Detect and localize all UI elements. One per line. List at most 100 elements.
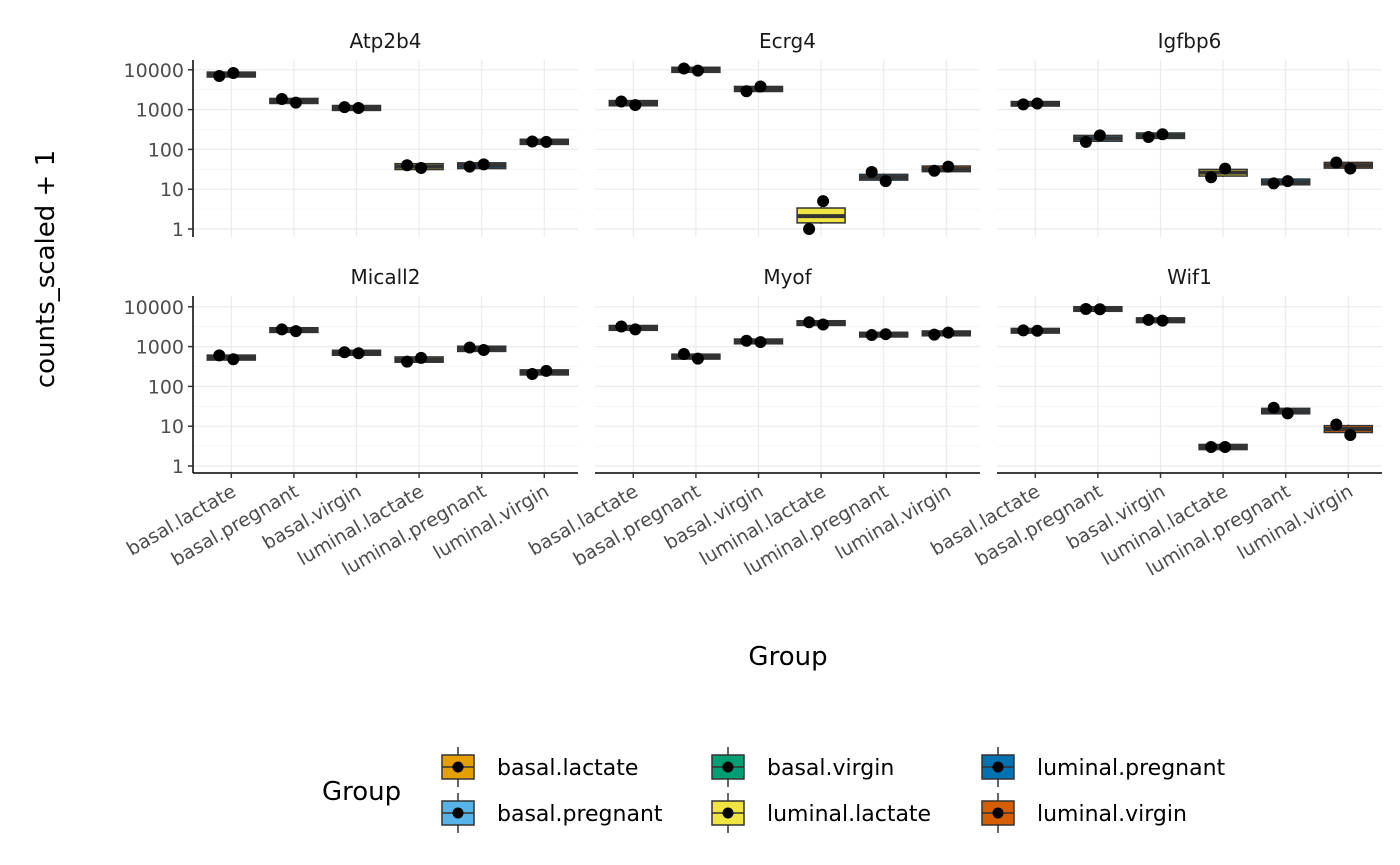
data-point [879, 328, 892, 341]
legend-key [981, 747, 1015, 787]
legend-item-basal-virgin: basal.virgin [711, 747, 894, 787]
data-point [213, 349, 226, 362]
data-point [1330, 156, 1343, 169]
data-point [1281, 175, 1294, 188]
data-point [1093, 129, 1106, 142]
legend-key-point [452, 807, 464, 819]
data-point [477, 344, 490, 357]
y-tick-label: 1000 [136, 337, 184, 359]
box-basal-pregnant [671, 348, 721, 365]
data-point [338, 101, 351, 114]
data-point [817, 318, 830, 331]
data-point [1219, 441, 1232, 454]
data-point [1267, 177, 1280, 190]
data-point [526, 135, 539, 148]
legend-key [441, 793, 475, 833]
legend-title: Group [322, 777, 401, 807]
data-point [817, 195, 830, 208]
legend-item-basal-lactate: basal.lactate [441, 747, 638, 787]
gridlines [997, 60, 1382, 237]
gridlines [193, 296, 578, 473]
data-point [1142, 313, 1155, 326]
data-point [463, 341, 476, 354]
box-luminal-pregnant [1260, 175, 1311, 190]
box-luminal-lactate [394, 159, 444, 175]
data-point [1031, 97, 1044, 110]
data-point [629, 323, 642, 336]
box-basal-lactate [206, 349, 257, 366]
data-point [1330, 418, 1343, 431]
box-luminal-pregnant [1260, 401, 1311, 420]
facet-panels: Atp2b4 1 10 100 1000 10000 Ecrg4 Igfbp6 Micall2 1… [123, 29, 1382, 581]
box-basal-lactate [206, 67, 257, 82]
data-point [289, 96, 302, 109]
data-point [928, 328, 941, 341]
data-point [803, 316, 816, 329]
legend-label: basal.virgin [767, 756, 894, 781]
box-basal-lactate [608, 95, 659, 112]
data-point [1281, 407, 1294, 420]
box-luminal-virgin [921, 326, 972, 341]
data-point [477, 158, 490, 171]
data-point [415, 351, 428, 364]
legend-label: luminal.virgin [1037, 802, 1187, 827]
box-luminal-virgin [1323, 418, 1374, 442]
panel-title: Myof [763, 265, 812, 289]
data-point [928, 164, 941, 177]
y-tick-label: 1000 [136, 100, 184, 122]
panel-igfbp6: Igfbp6 [997, 29, 1382, 237]
box-basal-virgin [1135, 128, 1186, 143]
box-basal-virgin [331, 346, 382, 360]
data-point [275, 323, 288, 336]
panel-title: Ecrg4 [759, 29, 816, 53]
data-point [1093, 303, 1106, 316]
data-point [942, 326, 955, 339]
y-tick-label: 1 [172, 219, 184, 241]
legend-item-luminal-virgin: luminal.virgin [981, 793, 1187, 833]
legend-item-basal-pregnant: basal.pregnant [441, 793, 663, 833]
data-point [629, 99, 642, 112]
panel-ecrg4: Ecrg4 [595, 29, 980, 237]
box-basal-pregnant [269, 92, 319, 109]
gridlines [193, 60, 578, 237]
box-luminal-pregnant [456, 158, 507, 173]
y-tick-label: 100 [148, 139, 184, 161]
box-basal-pregnant [1073, 129, 1123, 148]
panel-title: Atp2b4 [349, 29, 421, 53]
legend-key-point [722, 807, 734, 819]
panel-micall2: Micall2110100100010000basal.lactatebasal… [123, 265, 578, 581]
data-point [615, 320, 628, 333]
data-point [691, 64, 704, 77]
data-point [677, 62, 690, 75]
box-luminal-lactate [1198, 162, 1248, 184]
box-luminal-pregnant [456, 341, 507, 357]
legend-key [441, 747, 475, 787]
y-axis-title: counts_scaled + 1 [31, 150, 61, 388]
data-point [463, 160, 476, 173]
legend-label: basal.lactate [497, 756, 638, 781]
data-point [415, 162, 428, 175]
data-point [865, 166, 878, 179]
box-basal-lactate [608, 320, 659, 336]
box-luminal-pregnant [858, 328, 909, 342]
data-point [615, 95, 628, 108]
box-basal-pregnant [269, 323, 319, 338]
panel-title: Micall2 [351, 265, 421, 289]
box-basal-virgin [733, 334, 784, 349]
legend: Group basal.lactate basal.pregnant basal.v… [322, 747, 1226, 833]
data-point [352, 101, 365, 114]
data-point [1205, 171, 1218, 184]
data-point [1267, 401, 1280, 414]
data-point [401, 355, 414, 368]
legend-key [711, 793, 745, 833]
legend-key [711, 747, 745, 787]
panel-atp2b4: Atp2b4 1 10 100 1000 10000 [124, 29, 578, 241]
data-point [1017, 98, 1030, 111]
panel-title: Wif1 [1167, 265, 1212, 289]
box-luminal-lactate [394, 351, 444, 368]
legend-key [981, 793, 1015, 833]
data-point [401, 159, 414, 172]
box-basal-pregnant [671, 62, 721, 77]
data-point [1156, 314, 1169, 327]
